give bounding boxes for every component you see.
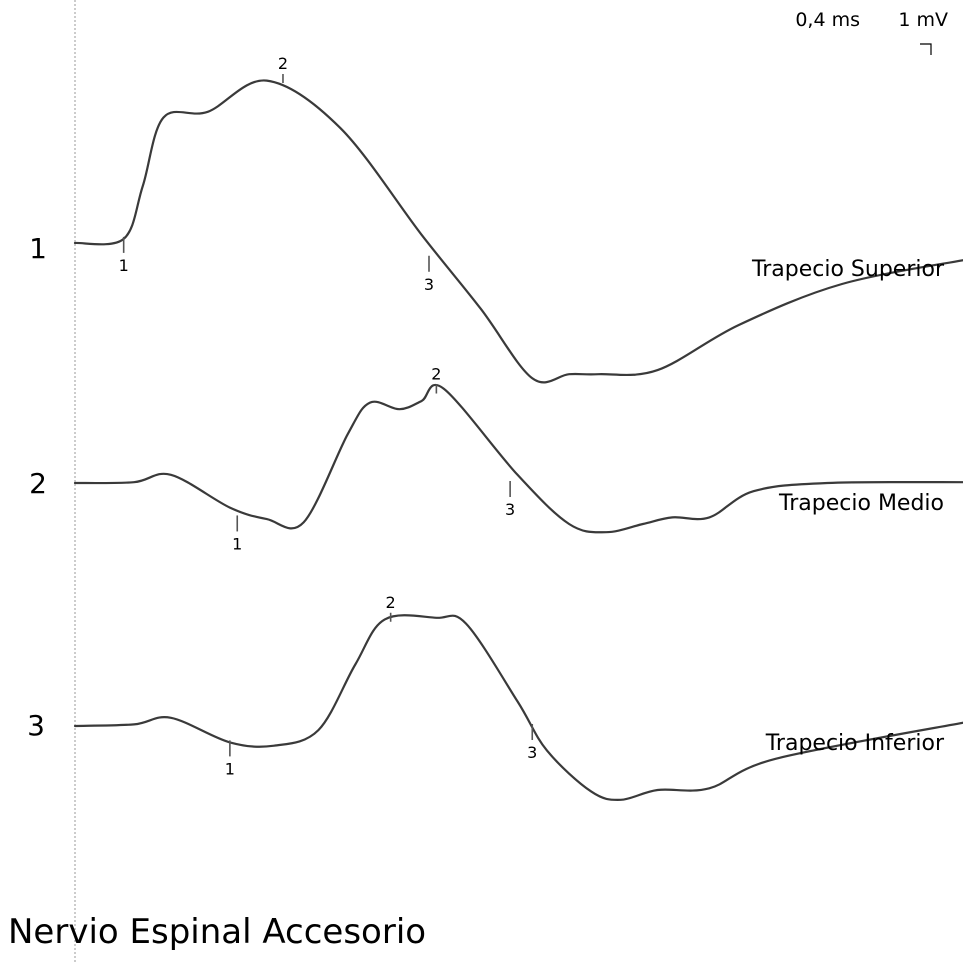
trace-group-3: 3 1 2 3 Trapecio Inferior xyxy=(27,593,963,801)
amplitude-scale-label: 1 mV xyxy=(898,9,948,31)
marker-label-2: 2 xyxy=(278,54,288,73)
trace-markers-1: 1 2 3 xyxy=(119,54,435,294)
trace-number-1: 1 xyxy=(29,232,47,265)
trace-group-1: 1 1 2 3 Trapecio Superior xyxy=(29,54,963,384)
trace-name-1: Trapecio Superior xyxy=(751,257,945,282)
time-scale-label: 0,4 ms xyxy=(795,9,860,31)
trace-line-1 xyxy=(73,79,963,384)
calibration-mark xyxy=(920,43,932,55)
trace-line-3 xyxy=(73,614,963,801)
marker-label-2: 2 xyxy=(386,593,396,612)
marker-label-1: 1 xyxy=(119,256,129,275)
marker-label-3: 3 xyxy=(527,743,537,762)
marker-label-2: 2 xyxy=(431,365,441,384)
trace-markers-2: 1 2 3 xyxy=(232,365,515,554)
trace-markers-3: 1 2 3 xyxy=(225,593,538,779)
trace-number-2: 2 xyxy=(29,467,47,500)
trace-name-2: Trapecio Medio xyxy=(778,491,944,516)
marker-label-1: 1 xyxy=(232,534,242,553)
trace-name-3: Trapecio Inferior xyxy=(765,731,945,756)
marker-label-3: 3 xyxy=(424,275,434,294)
marker-label-3: 3 xyxy=(505,500,515,519)
marker-label-1: 1 xyxy=(225,759,235,778)
trace-group-2: 2 1 2 3 Trapecio Medio xyxy=(29,365,963,554)
trace-number-3: 3 xyxy=(27,709,45,742)
page-title: Nervio Espinal Accesorio xyxy=(8,912,427,952)
